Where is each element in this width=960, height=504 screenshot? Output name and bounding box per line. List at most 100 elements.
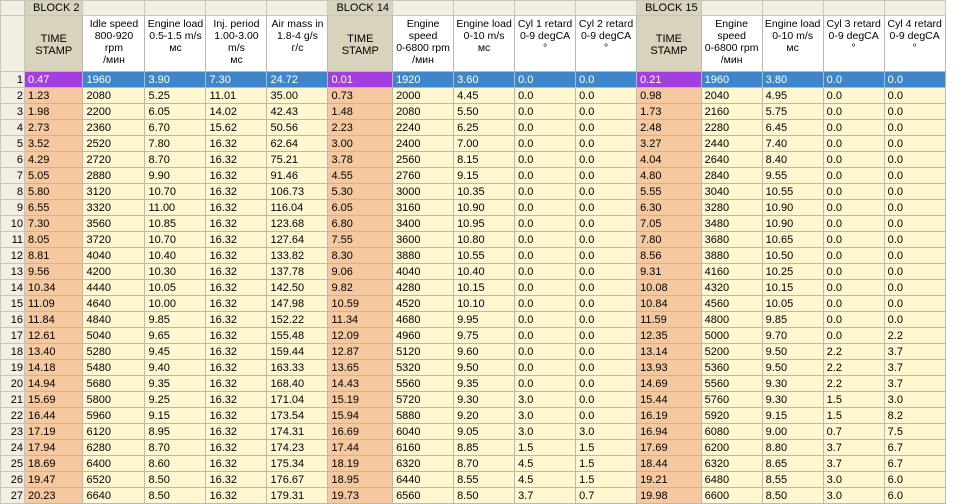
row-number[interactable]: 7 — [0, 167, 25, 184]
cell-inj[interactable]: 16.32 — [205, 423, 268, 440]
cell-load15[interactable]: 9.00 — [761, 423, 824, 440]
table-row[interactable]: 6 4.29 2720 8.70 16.32 75.21 3.78 2560 8.15 0.0 0.… — [0, 151, 946, 168]
cell-ts14[interactable]: 3.78 — [327, 151, 394, 168]
cell-load[interactable]: 8.70 — [144, 151, 207, 168]
cell-load15[interactable]: 10.25 — [761, 263, 824, 280]
cell-inj[interactable]: 16.32 — [205, 359, 268, 376]
cell-load[interactable]: 9.25 — [144, 391, 207, 408]
row-number[interactable]: 24 — [0, 439, 25, 456]
cell-cyl2[interactable]: 0.0 — [575, 71, 638, 88]
cell-spd14[interactable]: 2400 — [392, 135, 455, 152]
cell-spd15[interactable]: 5200 — [700, 343, 763, 360]
cell-load15[interactable]: 10.65 — [761, 231, 824, 248]
cell-cyl1[interactable]: 3.7 — [514, 487, 577, 504]
cell-air[interactable]: 142.50 — [266, 279, 329, 296]
cell-load[interactable]: 9.45 — [144, 343, 207, 360]
cell-cyl1[interactable]: 3.0 — [514, 423, 577, 440]
cell-cyl3[interactable]: 0.0 — [822, 279, 885, 296]
cell-ts15[interactable]: 5.55 — [636, 183, 702, 200]
cell-cyl1[interactable]: 0.0 — [514, 327, 577, 344]
cell-load15[interactable]: 10.15 — [761, 279, 824, 296]
cell-cyl1[interactable]: 0.0 — [514, 135, 577, 152]
cell-load[interactable]: 9.40 — [144, 359, 207, 376]
cell-air[interactable]: 174.31 — [266, 423, 329, 440]
cell-spd15[interactable]: 5000 — [700, 327, 763, 344]
row-number[interactable]: 25 — [0, 455, 25, 472]
cell-cyl4[interactable]: 3.7 — [883, 375, 946, 392]
cell-load14[interactable]: 10.40 — [453, 263, 516, 280]
row-number[interactable]: 1 — [0, 71, 25, 88]
cell-ts2[interactable]: 7.30 — [23, 215, 84, 232]
table-row[interactable]: 14 10.34 4440 10.05 16.32 142.50 9.82 4280 10.15… — [0, 279, 946, 296]
cell-ts15[interactable]: 15.44 — [636, 391, 702, 408]
cell-spd14[interactable]: 3000 — [392, 183, 455, 200]
column-header-spd14[interactable]: Engine speed 0-6800 rpm /мин — [392, 15, 455, 72]
cell-air[interactable]: 171.04 — [266, 391, 329, 408]
cell-cyl4[interactable]: 0.0 — [883, 247, 946, 264]
cell-inj[interactable]: 16.32 — [205, 327, 268, 344]
table-row[interactable]: 27 20.23 6640 8.50 16.32 179.31 19.73 6560 8.50 3… — [0, 487, 946, 504]
cell-cyl3[interactable]: 0.0 — [822, 87, 885, 104]
cell-ts15[interactable]: 12.35 — [636, 327, 702, 344]
cell-spd14[interactable]: 2000 — [392, 87, 455, 104]
cell-air[interactable]: 175.34 — [266, 455, 329, 472]
cell-load14[interactable]: 4.45 — [453, 87, 516, 104]
cell-cyl4[interactable]: 0.0 — [883, 279, 946, 296]
cell-cyl4[interactable]: 3.7 — [883, 359, 946, 376]
row-number[interactable]: 13 — [0, 263, 25, 280]
column-header-cyl1[interactable]: Cyl 1 retard 0-9 degCA ° — [514, 15, 577, 72]
cell-cyl2[interactable]: 0.0 — [575, 199, 638, 216]
row-number[interactable]: 16 — [0, 311, 25, 328]
cell-load15[interactable]: 10.50 — [761, 247, 824, 264]
cell-ts14[interactable]: 13.65 — [327, 359, 394, 376]
cell-cyl4[interactable]: 0.0 — [883, 263, 946, 280]
cell-cyl3[interactable]: 0.0 — [822, 167, 885, 184]
cell-cyl2[interactable]: 0.0 — [575, 151, 638, 168]
cell-spd15[interactable]: 3040 — [700, 183, 763, 200]
cell-cyl1[interactable]: 0.0 — [514, 247, 577, 264]
cell-cyl4[interactable]: 6.0 — [883, 487, 946, 504]
cell-spd14[interactable]: 4680 — [392, 311, 455, 328]
cell-air[interactable]: 91.46 — [266, 167, 329, 184]
cell-ts15[interactable]: 16.19 — [636, 407, 702, 424]
cell-load[interactable]: 7.80 — [144, 135, 207, 152]
cell-cyl4[interactable]: 3.7 — [883, 343, 946, 360]
cell-ts14[interactable]: 3.00 — [327, 135, 394, 152]
row-number[interactable]: 8 — [0, 183, 25, 200]
cell-cyl1[interactable]: 0.0 — [514, 279, 577, 296]
cell-ts2[interactable]: 8.81 — [23, 247, 84, 264]
cell-cyl1[interactable]: 0.0 — [514, 183, 577, 200]
cell-air[interactable]: 62.64 — [266, 135, 329, 152]
cell-load15[interactable]: 5.75 — [761, 103, 824, 120]
cell-load15[interactable]: 9.50 — [761, 359, 824, 376]
cell-inj[interactable]: 16.32 — [205, 439, 268, 456]
cell-load14[interactable]: 7.00 — [453, 135, 516, 152]
cell-ts14[interactable]: 16.69 — [327, 423, 394, 440]
cell-air[interactable]: 106.73 — [266, 183, 329, 200]
cell-idle[interactable]: 1960 — [82, 71, 146, 88]
cell-ts2[interactable]: 13.40 — [23, 343, 84, 360]
cell-spd15[interactable]: 4800 — [700, 311, 763, 328]
cell-cyl3[interactable]: 0.0 — [822, 119, 885, 136]
row-number[interactable]: 17 — [0, 327, 25, 344]
column-header-spd15[interactable]: Engine speed 0-6800 rpm /мин — [700, 15, 763, 72]
cell-ts15[interactable]: 17.69 — [636, 439, 702, 456]
cell-ts2[interactable]: 17.94 — [23, 439, 84, 456]
cell-spd15[interactable]: 3880 — [700, 247, 763, 264]
table-row[interactable]: 12 8.81 4040 10.40 16.32 133.82 8.30 3880 10.55 0… — [0, 247, 946, 264]
cell-load[interactable]: 10.70 — [144, 183, 207, 200]
cell-spd14[interactable]: 3400 — [392, 215, 455, 232]
column-header-ts15[interactable]: TIME STAMP — [636, 15, 702, 72]
cell-load[interactable]: 6.05 — [144, 103, 207, 120]
cell-cyl4[interactable]: 0.0 — [883, 167, 946, 184]
cell-load14[interactable]: 10.15 — [453, 279, 516, 296]
cell-cyl1[interactable]: 0.0 — [514, 295, 577, 312]
cell-load15[interactable]: 9.50 — [761, 343, 824, 360]
table-row[interactable]: 16 11.84 4840 9.85 16.32 152.22 11.34 4680 9.95 0… — [0, 311, 946, 328]
cell-load[interactable]: 9.90 — [144, 167, 207, 184]
cell-load14[interactable]: 9.95 — [453, 311, 516, 328]
cell-load14[interactable]: 9.60 — [453, 343, 516, 360]
cell-cyl1[interactable]: 0.0 — [514, 215, 577, 232]
cell-ts15[interactable]: 7.80 — [636, 231, 702, 248]
table-row[interactable]: 17 12.61 5040 9.65 16.32 155.48 12.09 4960 9.75 0… — [0, 327, 946, 344]
